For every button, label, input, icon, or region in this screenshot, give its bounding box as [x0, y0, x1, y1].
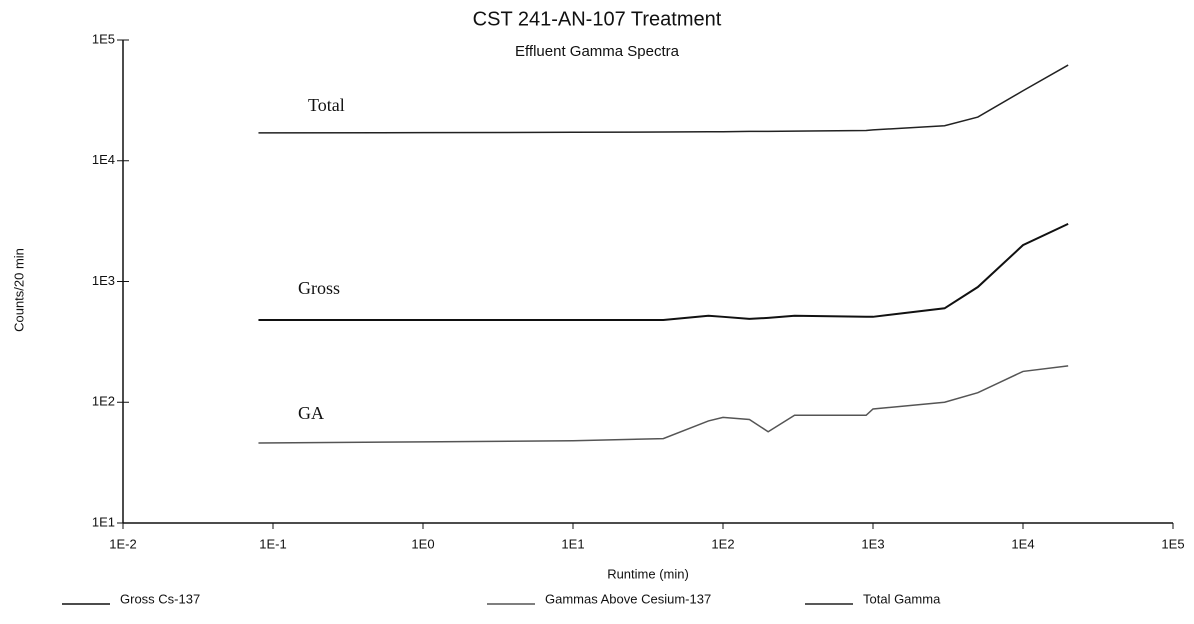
- legend-label: Total Gamma: [863, 591, 941, 606]
- x-tick-label: 1E2: [711, 536, 734, 551]
- legend-label: Gross Cs-137: [120, 591, 200, 606]
- x-tick-label: 1E-1: [259, 536, 286, 551]
- x-tick-label: 1E4: [1011, 536, 1034, 551]
- x-tick-label: 1E0: [411, 536, 434, 551]
- y-tick-label: 1E5: [92, 31, 115, 46]
- y-tick-label: 1E1: [92, 514, 115, 529]
- legend-label: Gammas Above Cesium-137: [545, 591, 711, 606]
- x-tick-label: 1E1: [561, 536, 584, 551]
- x-tick-label: 1E-2: [109, 536, 136, 551]
- chart-title: CST 241-AN-107 Treatment: [473, 8, 722, 30]
- x-axis-label: Runtime (min): [607, 566, 689, 581]
- series-line: [258, 222, 1069, 321]
- x-tick-label: 1E3: [861, 536, 884, 551]
- chart-subtitle: Effluent Gamma Spectra: [515, 43, 680, 60]
- y-tick-label: 1E2: [92, 394, 115, 409]
- annotation: Total: [308, 95, 345, 115]
- y-tick-label: 1E3: [92, 273, 115, 288]
- series-line: [258, 64, 1069, 134]
- y-tick-label: 1E4: [92, 152, 115, 167]
- annotation: GA: [298, 403, 324, 423]
- x-tick-label: 1E5: [1161, 536, 1184, 551]
- series-line: [258, 365, 1069, 444]
- annotation: Gross: [298, 278, 340, 298]
- y-axis-label: Counts/20 min: [11, 248, 26, 332]
